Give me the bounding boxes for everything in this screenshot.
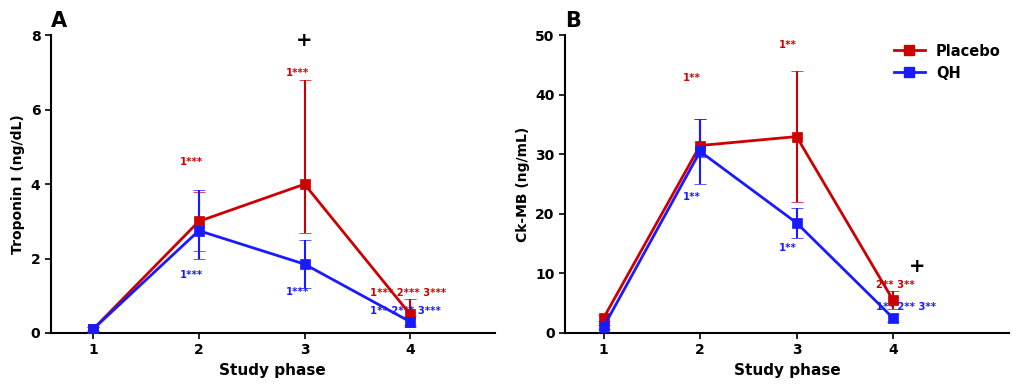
Y-axis label: Ck-MB (ng/mL): Ck-MB (ng/mL)	[515, 126, 529, 242]
Y-axis label: Troponin I (ng/dL): Troponin I (ng/dL)	[11, 114, 25, 254]
Text: 1** 2*** 3***: 1** 2*** 3***	[370, 306, 440, 316]
Text: 1***: 1***	[285, 287, 309, 297]
Text: +: +	[296, 32, 313, 50]
Text: 1**: 1**	[682, 192, 700, 202]
Text: 1**: 1**	[682, 73, 700, 83]
Text: 1***: 1***	[285, 68, 309, 78]
Text: 2** 3**: 2** 3**	[875, 280, 914, 290]
Text: 1**: 1**	[779, 243, 796, 252]
Text: +: +	[908, 258, 924, 277]
Text: 1*** 2*** 3***: 1*** 2*** 3***	[370, 287, 446, 298]
Text: 1** 2** 3**: 1** 2** 3**	[875, 302, 934, 312]
Text: 1**: 1**	[779, 40, 796, 50]
Text: 1***: 1***	[179, 270, 203, 280]
Legend: Placebo, QH: Placebo, QH	[888, 38, 1005, 86]
Text: 1***: 1***	[179, 158, 203, 167]
X-axis label: Study phase: Study phase	[219, 363, 326, 378]
Text: A: A	[51, 11, 67, 31]
Text: B: B	[565, 11, 580, 31]
X-axis label: Study phase: Study phase	[733, 363, 840, 378]
